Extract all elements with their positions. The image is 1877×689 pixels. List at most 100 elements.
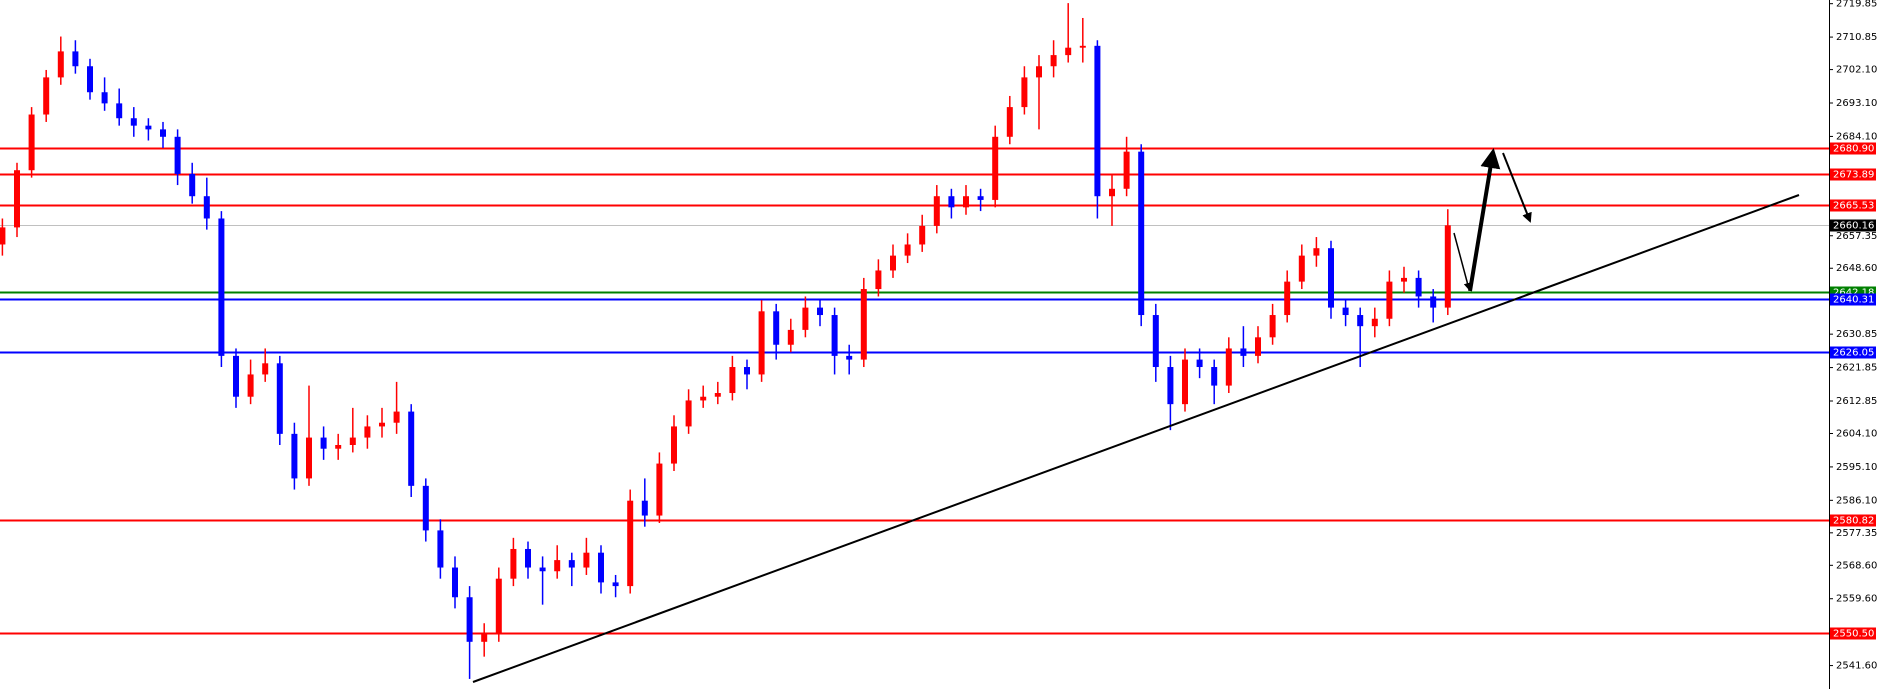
candle-body [583,552,590,568]
candle-body [744,367,750,375]
candle-body [1021,77,1028,108]
candle-body [846,355,853,360]
candle-body [817,307,823,316]
candle-body [437,530,444,568]
candle-body [1065,47,1072,56]
level-label: 2673.89 [1833,170,1874,181]
y-tick-label: 2621.85 [1836,363,1877,374]
candle-body [1313,248,1320,256]
candle-body [700,396,707,401]
candle-body [1050,55,1057,67]
arrow [1453,232,1472,291]
candle-body [890,255,896,271]
y-tick-label: 2657.35 [1836,231,1877,242]
candle-body [408,411,415,486]
arrow [1502,152,1532,223]
candle-body [1036,66,1042,78]
candle-body [189,173,196,197]
candle-body [554,560,561,572]
candle-body [977,196,984,200]
trend-line [472,194,1800,683]
candle-body [1269,315,1276,338]
candle-body [1328,248,1334,308]
candle-body [364,426,371,438]
candle-body [72,51,79,67]
candle-body [1196,359,1203,368]
axis-labels: 2719.85 2710.85 2702.10 2693.10 2684.10 2657.… [1829,0,1877,672]
candle-body [379,422,385,427]
level-label: 2665.53 [1833,201,1874,212]
candles [0,3,1451,679]
candle-body [831,315,838,356]
level-label-box [1830,627,1876,640]
y-tick-label: 2612.85 [1836,396,1877,407]
y-tick-label: 2719.85 [1836,0,1877,10]
candle-body [466,597,473,642]
candle-body [116,103,123,119]
candle-body [904,244,911,256]
candle-body [671,426,677,464]
candle-body [203,196,210,219]
candle-body [291,433,298,479]
candle-body [729,367,736,394]
candle-body [145,125,152,130]
candle-body [349,437,356,446]
candle-body [481,634,488,642]
candle-body [758,311,765,375]
candle-body [1371,318,1378,327]
candle-body [1284,281,1291,316]
candle-body [685,400,692,427]
level-label-box [1830,142,1876,155]
candle-body [510,548,517,579]
candle-body [1006,107,1013,137]
y-tick-label: 2541.60 [1836,661,1877,672]
candle-body [1094,45,1101,197]
level-label: 2640.31 [1833,295,1874,306]
level-label: 2626.05 [1833,348,1874,359]
candle-body [963,196,969,208]
candle-body [1123,151,1130,189]
candle-body [612,582,619,587]
candle-body [87,66,93,93]
candle-body [1298,255,1305,282]
candle-body [948,196,955,208]
candle-body [57,51,64,78]
candle-body [860,289,867,360]
candle-body [247,374,254,397]
y-tick-label: 2577.35 [1836,528,1877,539]
candle-body [0,227,6,245]
candle-body [539,567,546,572]
candle-body [174,136,181,174]
candle-body [773,311,780,345]
level-label: 2660.16 [1833,221,1874,232]
level-label-box [1830,514,1876,527]
candle-body [598,552,604,583]
candle-body [1079,45,1086,48]
level-label: 2580.82 [1833,516,1874,527]
level-label-box [1830,168,1876,181]
candle-body [1211,367,1218,386]
candle-body [627,500,634,587]
candle-body [1444,225,1451,308]
candle-body [28,114,35,171]
level-label: 2550.50 [1833,629,1874,640]
candle-body [276,363,283,434]
y-tick-label: 2648.60 [1836,263,1877,274]
candle-body [452,567,458,598]
candle-body [802,307,809,330]
candle-body [919,225,926,245]
candle-body [992,136,999,200]
candle-body [875,270,882,290]
candle-body [1357,315,1364,327]
candle-body [320,437,327,449]
candle-body [656,463,663,516]
candle-body [14,170,20,228]
candle-body [1167,367,1174,405]
candle-body [495,578,502,635]
candle-body [525,548,531,568]
candle-body [1109,188,1115,197]
candle-body [1152,315,1159,368]
candle-body [787,329,794,345]
candle-body [1240,348,1247,356]
candle-body [1386,281,1393,319]
